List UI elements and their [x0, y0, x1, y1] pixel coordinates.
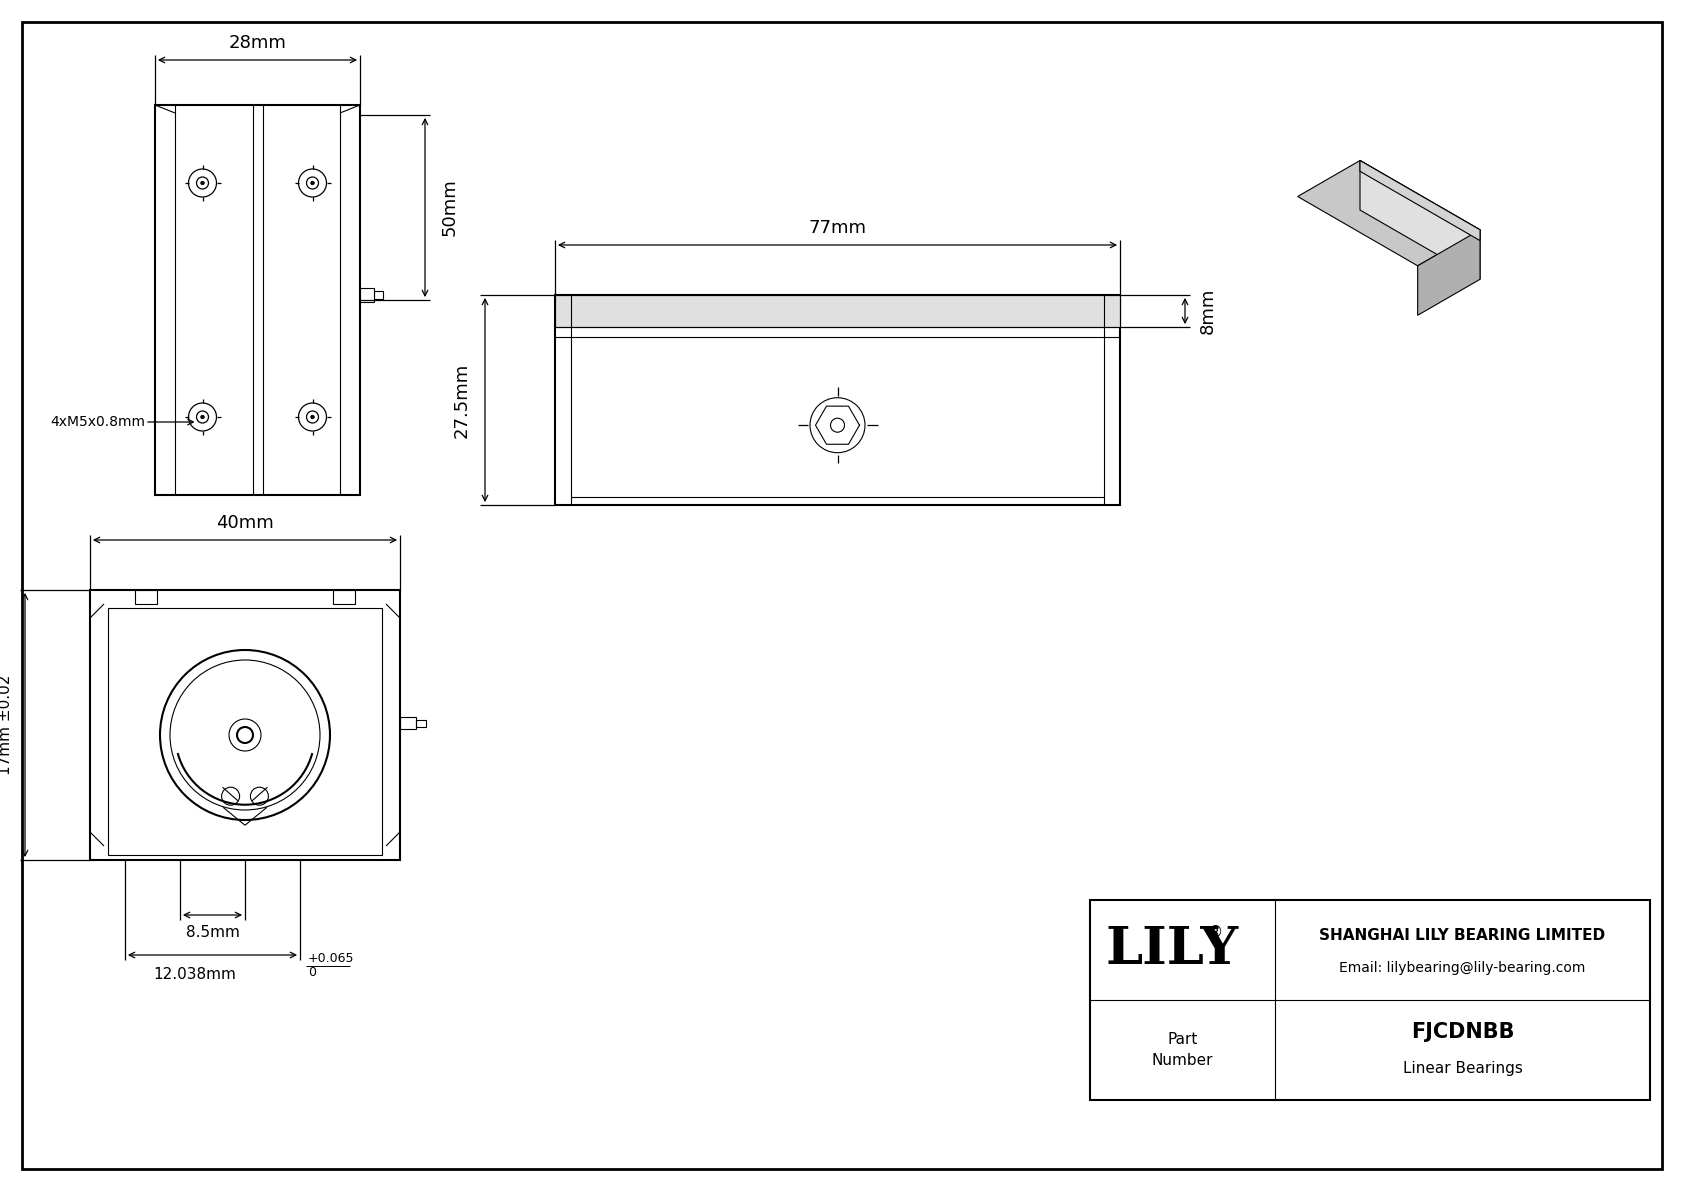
- Bar: [89, 590, 401, 860]
- Circle shape: [1335, 199, 1339, 202]
- Circle shape: [1440, 223, 1443, 227]
- Bar: [333, 590, 355, 604]
- Text: 8mm: 8mm: [1199, 288, 1218, 335]
- Text: Email: lilybearing@lily-bearing.com: Email: lilybearing@lily-bearing.com: [1339, 961, 1586, 975]
- Text: 40mm: 40mm: [216, 515, 274, 532]
- Bar: [108, 607, 382, 855]
- Text: SHANGHAI LILY BEARING LIMITED: SHANGHAI LILY BEARING LIMITED: [1320, 928, 1605, 942]
- Text: Linear Bearings: Linear Bearings: [1403, 1060, 1522, 1075]
- Bar: [360, 288, 374, 303]
- Bar: [416, 721, 426, 727]
- Text: +0.065: +0.065: [308, 953, 355, 966]
- Text: 0: 0: [308, 967, 317, 979]
- Circle shape: [312, 181, 315, 185]
- Text: 27.5mm: 27.5mm: [453, 362, 472, 437]
- Bar: [374, 291, 382, 299]
- Circle shape: [200, 416, 204, 419]
- Text: 12.038mm: 12.038mm: [153, 967, 236, 983]
- Text: 8.5mm: 8.5mm: [185, 925, 239, 940]
- Text: 4xM5x0.8mm: 4xM5x0.8mm: [51, 414, 145, 429]
- Circle shape: [1366, 181, 1369, 185]
- Bar: [556, 295, 1120, 328]
- Text: 28mm: 28mm: [229, 35, 286, 52]
- Text: 17mm ±0.02: 17mm ±0.02: [0, 675, 13, 775]
- Circle shape: [200, 181, 204, 185]
- Text: FJCDNBB: FJCDNBB: [1411, 1022, 1514, 1042]
- Polygon shape: [1361, 161, 1480, 241]
- Bar: [556, 295, 1120, 328]
- Bar: [556, 295, 1120, 505]
- Circle shape: [1408, 242, 1411, 245]
- Bar: [135, 590, 157, 604]
- Text: 50mm: 50mm: [441, 179, 460, 236]
- Circle shape: [312, 416, 315, 419]
- Polygon shape: [1418, 230, 1480, 316]
- Bar: [155, 105, 360, 495]
- Text: ®: ®: [1207, 924, 1223, 940]
- Polygon shape: [1298, 161, 1480, 266]
- Bar: [401, 717, 416, 729]
- Text: Part
Number: Part Number: [1152, 1031, 1212, 1068]
- Text: 77mm: 77mm: [808, 219, 867, 237]
- Polygon shape: [1361, 161, 1480, 280]
- Text: LILY: LILY: [1106, 924, 1239, 975]
- Bar: [1090, 900, 1650, 1100]
